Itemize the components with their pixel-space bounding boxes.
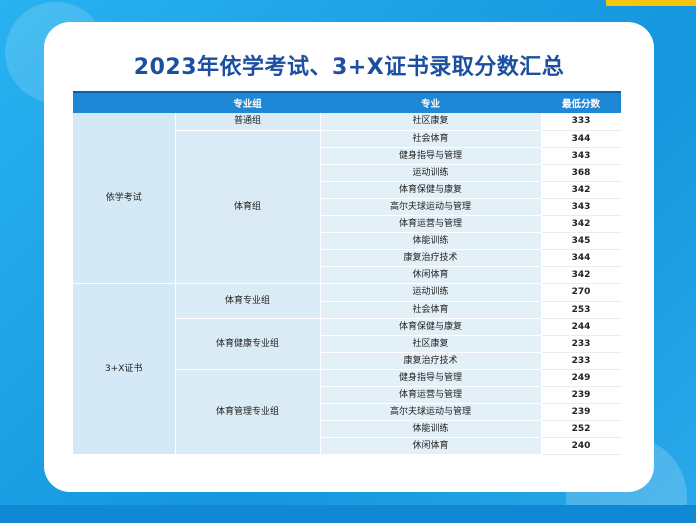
score-cell: 344 [541,249,622,268]
major-cell: 康复治疗技术 [320,249,542,268]
major-cell: 运动训练 [320,283,542,302]
header-group: 专业组 [175,91,320,113]
group-cell: 体育专业组 [175,283,321,319]
score-cell: 253 [541,301,622,319]
score-cell: 233 [541,335,622,353]
major-cell: 运动训练 [320,164,542,182]
content-card: 2023年依学考试、3+X证书录取分数汇总 专业组 专业 最低分数 依学考试 普通… [44,22,654,492]
table-row: 体育组 社会体育 344 [73,130,622,285]
page-title: 2023年依学考试、3+X证书录取分数汇总 [133,55,565,80]
table-row: 休闲体育 240 [73,437,622,456]
score-cell: 244 [541,318,622,336]
corner-tab [606,0,696,6]
category-cell: 3+X证书 [73,283,176,456]
header-score: 最低分数 [541,91,621,113]
major-cell: 体育保健与康复 [320,181,542,199]
table-row: 康复治疗技术 344 [73,249,622,268]
table-row: 体育健康专业组 体育保健与康复 244 [73,318,622,370]
table-row: 社区康复 233 [73,335,622,353]
major-cell: 社会体育 [320,301,542,319]
table-row: 健身指导与管理 343 [73,147,622,165]
major-cell: 休闲体育 [320,437,542,456]
table-row: 体育运营与管理 239 [73,386,622,405]
major-cell: 体能训练 [320,420,542,439]
table-row: 体育运营与管理 342 [73,215,622,234]
score-cell: 270 [541,283,622,302]
major-cell: 休闲体育 [320,266,542,285]
group-cell: 体育管理专业组 [175,369,321,456]
table-row: 3+X证书 体育专业组 运动训练 270 [73,283,622,456]
bottom-bar [0,505,696,523]
score-cell: 239 [541,403,622,422]
score-cell: 343 [541,198,622,217]
score-cell: 252 [541,420,622,439]
table-row: 体育管理专业组 健身指导与管理 249 [73,369,622,456]
category-cell: 依学考试 [73,113,176,285]
table-body: 依学考试 普通组 社区康复 333 体育组 社会体育 344 健身指导与管理 343 运动训练 36… [73,113,622,456]
score-cell: 249 [541,369,622,388]
score-cell: 342 [541,181,622,199]
score-cell: 343 [541,147,622,165]
major-cell: 社会体育 [320,130,542,148]
score-cell: 240 [541,437,622,456]
table-header-row: 专业组 专业 最低分数 [73,91,621,113]
major-cell: 健身指导与管理 [320,369,542,388]
header-major: 专业 [320,91,541,113]
group-cell: 普通组 [175,113,321,131]
major-cell: 高尔夫球运动与管理 [320,403,542,422]
major-cell: 健身指导与管理 [320,147,542,165]
table-row: 体能训练 252 [73,420,622,439]
table-row: 体育保健与康复 342 [73,181,622,199]
major-cell: 体育运营与管理 [320,386,542,405]
group-cell: 体育组 [175,130,321,285]
table-row: 运动训练 368 [73,164,622,182]
table-row: 休闲体育 342 [73,266,622,285]
table-row: 康复治疗技术 233 [73,352,622,370]
major-cell: 康复治疗技术 [320,352,542,370]
major-cell: 体能训练 [320,232,542,251]
score-cell: 344 [541,130,622,148]
score-cell: 342 [541,266,622,285]
major-cell: 体育保健与康复 [320,318,542,336]
score-cell: 239 [541,386,622,405]
header-category [73,91,175,113]
major-cell: 社区康复 [320,335,542,353]
score-cell: 342 [541,215,622,234]
major-cell: 高尔夫球运动与管理 [320,198,542,217]
group-cell: 体育健康专业组 [175,318,321,370]
score-cell: 333 [541,113,622,131]
table-row: 高尔夫球运动与管理 343 [73,198,622,217]
major-cell: 社区康复 [320,113,542,131]
table-row: 高尔夫球运动与管理 239 [73,403,622,422]
score-cell: 345 [541,232,622,251]
table-row: 社会体育 253 [73,301,622,319]
score-table: 专业组 专业 最低分数 依学考试 普通组 社区康复 333 体育组 社会体育 344 健身指导… [73,91,622,456]
table-row: 依学考试 普通组 社区康复 333 [73,113,622,285]
major-cell: 体育运营与管理 [320,215,542,234]
table-row: 体能训练 345 [73,232,622,251]
score-cell: 233 [541,352,622,370]
score-cell: 368 [541,164,622,182]
